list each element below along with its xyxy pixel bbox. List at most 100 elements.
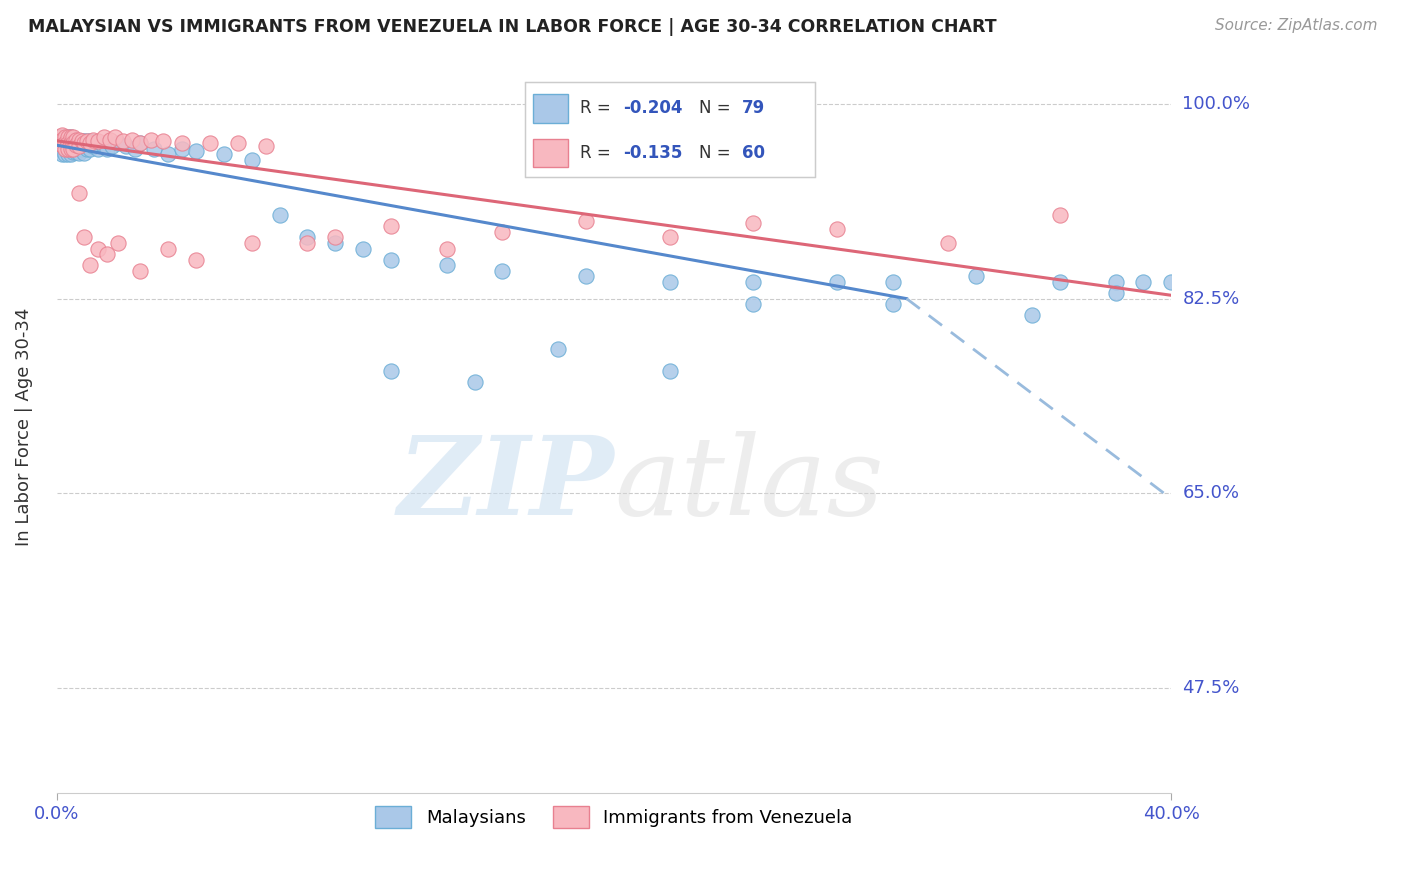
Point xyxy=(48,130,70,145)
Point xyxy=(62,145,84,159)
Point xyxy=(1049,208,1071,222)
Point xyxy=(184,144,207,158)
Point xyxy=(101,139,124,153)
Point xyxy=(323,235,346,250)
Point xyxy=(70,134,93,148)
Point xyxy=(56,142,79,156)
Point xyxy=(65,138,87,153)
Point xyxy=(70,134,93,148)
Point xyxy=(658,364,681,378)
Point xyxy=(742,275,765,289)
Point xyxy=(93,139,115,153)
Point xyxy=(59,130,82,145)
Point xyxy=(67,133,90,147)
Point xyxy=(51,142,73,156)
Point xyxy=(124,142,146,156)
Point xyxy=(104,130,127,145)
Text: Source: ZipAtlas.com: Source: ZipAtlas.com xyxy=(1215,18,1378,33)
Point xyxy=(59,136,82,150)
Point xyxy=(59,147,82,161)
Point xyxy=(658,230,681,244)
Point xyxy=(658,275,681,289)
Point xyxy=(742,216,765,230)
Point xyxy=(436,258,458,272)
Point xyxy=(882,297,904,311)
Point xyxy=(84,136,107,150)
Point xyxy=(226,136,249,150)
Point xyxy=(297,235,319,250)
Point xyxy=(56,142,79,156)
Point xyxy=(51,128,73,143)
Text: atlas: atlas xyxy=(614,432,883,539)
Point xyxy=(62,136,84,150)
Point xyxy=(51,133,73,147)
Point xyxy=(965,269,987,284)
Point xyxy=(93,130,115,145)
Point xyxy=(254,139,277,153)
Point xyxy=(59,142,82,156)
Point xyxy=(73,139,96,153)
Point xyxy=(73,230,96,244)
Point xyxy=(98,133,121,147)
Point xyxy=(491,225,513,239)
Point xyxy=(170,142,193,156)
Point xyxy=(184,252,207,267)
Point xyxy=(53,136,76,150)
Point xyxy=(53,142,76,156)
Point xyxy=(48,136,70,150)
Point xyxy=(76,134,98,148)
Point xyxy=(1104,275,1126,289)
Point xyxy=(96,247,118,261)
Point xyxy=(48,142,70,156)
Point xyxy=(1104,286,1126,301)
Point xyxy=(87,142,110,156)
Text: ZIP: ZIP xyxy=(398,432,614,539)
Point xyxy=(825,221,848,235)
Point xyxy=(547,342,569,356)
Point xyxy=(107,235,129,250)
Point xyxy=(1049,275,1071,289)
Point xyxy=(1160,275,1182,289)
Text: MALAYSIAN VS IMMIGRANTS FROM VENEZUELA IN LABOR FORCE | AGE 30-34 CORRELATION CH: MALAYSIAN VS IMMIGRANTS FROM VENEZUELA I… xyxy=(28,18,997,36)
Point xyxy=(170,136,193,150)
Point xyxy=(115,139,138,153)
Point xyxy=(51,147,73,161)
Point xyxy=(240,235,263,250)
Point xyxy=(53,136,76,150)
Point xyxy=(65,133,87,147)
Point xyxy=(87,134,110,148)
Point xyxy=(59,142,82,156)
Text: 65.0%: 65.0% xyxy=(1182,484,1240,502)
Point xyxy=(56,130,79,145)
Point xyxy=(323,230,346,244)
Point xyxy=(62,139,84,153)
Point xyxy=(157,242,180,256)
Point xyxy=(87,242,110,256)
Point xyxy=(73,136,96,150)
Point xyxy=(198,136,221,150)
Point xyxy=(53,130,76,145)
Point xyxy=(491,264,513,278)
Point xyxy=(51,130,73,145)
Point xyxy=(79,136,101,150)
Point xyxy=(62,130,84,145)
Text: 82.5%: 82.5% xyxy=(1182,290,1240,308)
Point xyxy=(51,138,73,153)
Point xyxy=(76,134,98,148)
Point xyxy=(79,258,101,272)
Point xyxy=(76,142,98,156)
Point xyxy=(141,133,163,147)
Point xyxy=(436,242,458,256)
Point xyxy=(62,142,84,156)
Point xyxy=(575,269,598,284)
Point xyxy=(1132,275,1154,289)
Point xyxy=(129,264,152,278)
Point xyxy=(62,133,84,147)
Text: 100.0%: 100.0% xyxy=(1182,95,1250,113)
Point xyxy=(67,139,90,153)
Point xyxy=(882,275,904,289)
Point xyxy=(67,186,90,200)
Point xyxy=(70,142,93,156)
Point xyxy=(59,136,82,150)
Point xyxy=(82,133,104,147)
